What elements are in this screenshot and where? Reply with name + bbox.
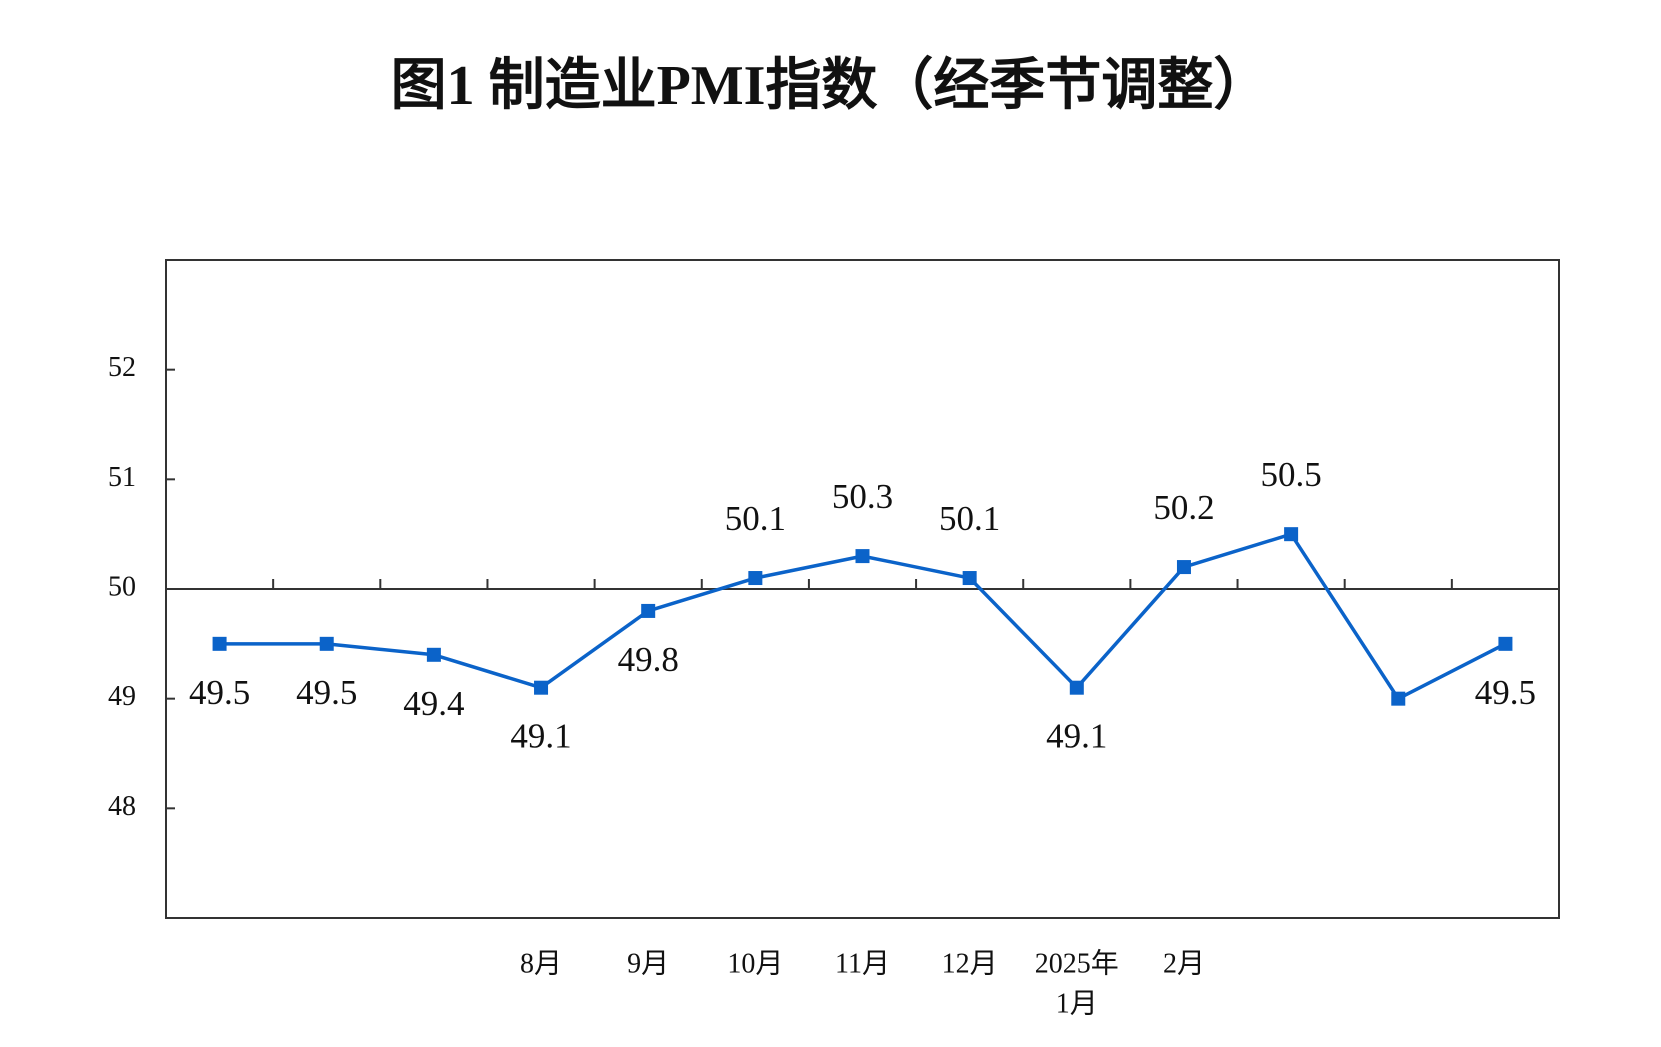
point-marker (319, 636, 334, 651)
y-tick-label: 52 (108, 352, 136, 383)
point-marker (1069, 680, 1084, 695)
point-marker (1498, 636, 1513, 651)
data-label: 49.5 (1475, 673, 1536, 712)
point-marker (641, 603, 656, 618)
data-label: 49.4 (403, 684, 464, 723)
y-tick-label: 48 (108, 791, 136, 822)
y-tick-label: 50 (108, 571, 136, 602)
x-tick-label: 10月 (727, 948, 783, 979)
data-label: 50.3 (832, 477, 893, 516)
data-label: 50.2 (1153, 488, 1214, 527)
x-tick-label: 8月 (520, 948, 562, 979)
point-marker (1176, 560, 1191, 575)
x-tick-label: 1月 (1056, 988, 1098, 1019)
point-marker (426, 647, 441, 662)
x-tick-label: 2025年 (1035, 947, 1119, 979)
x-tick-label: 12月 (942, 948, 998, 979)
data-label: 49.5 (189, 673, 250, 712)
data-label: 50.1 (939, 499, 1000, 538)
point-marker (962, 571, 977, 586)
point-marker (1391, 691, 1406, 706)
point-marker (1284, 527, 1299, 542)
chart-title: 图1 制造业PMI指数（经季节调整） (391, 54, 1270, 117)
data-label: 50.1 (725, 499, 786, 538)
data-label: 49.1 (510, 717, 571, 756)
point-marker (748, 571, 763, 586)
x-tick-label: 9月 (627, 948, 669, 979)
point-marker (534, 680, 549, 695)
data-label: 49.1 (1046, 717, 1107, 756)
data-label: 49.8 (618, 640, 679, 679)
x-tick-label: 2月 (1163, 948, 1205, 979)
point-marker (855, 549, 870, 564)
data-label: 50.5 (1260, 455, 1321, 494)
data-label: 49.5 (296, 673, 357, 712)
y-tick-label: 51 (108, 462, 136, 493)
x-tick-label: 11月 (835, 948, 890, 979)
y-tick-label: 49 (108, 681, 136, 712)
point-marker (212, 636, 227, 651)
